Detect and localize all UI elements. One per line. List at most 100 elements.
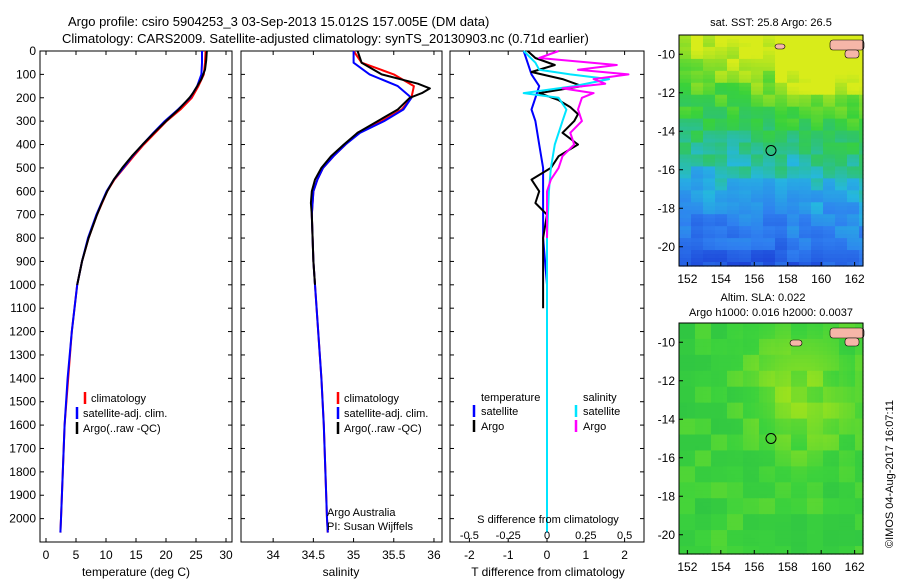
heatmap-cell — [767, 426, 772, 432]
heatmap-cell — [819, 130, 824, 136]
heatmap-cell — [855, 106, 860, 112]
heatmap-cell — [747, 162, 752, 168]
heatmap-cell — [843, 438, 848, 444]
heatmap-cell — [767, 362, 772, 368]
heatmap-cell — [759, 326, 764, 332]
heatmap-cell — [743, 246, 748, 251]
heatmap-cell — [787, 470, 792, 475]
heatmap-cell — [695, 494, 700, 499]
heatmap-cell — [787, 338, 792, 344]
heatmap-cell — [715, 342, 720, 348]
depth-tick-label: 400 — [16, 138, 36, 152]
heatmap-cell — [819, 106, 824, 112]
heatmap-cell — [683, 450, 688, 456]
heatmap-cell — [779, 354, 784, 360]
heatmap-cell — [707, 106, 712, 112]
heatmap-cell — [711, 362, 716, 368]
heatmap-cell — [711, 490, 716, 495]
heatmap-cell — [755, 142, 760, 148]
heatmap-cell — [679, 122, 684, 128]
heatmap-cell — [787, 362, 792, 368]
heatmap-cell — [859, 446, 864, 452]
heatmap-cell — [703, 78, 708, 84]
heatmap-cell — [831, 466, 836, 471]
heatmap-cell — [683, 94, 688, 100]
heatmap-cell — [719, 430, 724, 436]
heatmap-cell — [707, 86, 712, 92]
heatmap-cell — [767, 186, 772, 191]
heatmap-cell — [743, 118, 748, 124]
heatmap-cell — [791, 418, 796, 424]
heatmap-cell — [859, 106, 864, 112]
heatmap-cell — [811, 94, 816, 100]
heatmap-cell — [703, 410, 708, 416]
heatmap-cell — [807, 54, 812, 60]
heatmap-cell — [759, 494, 764, 499]
heatmap-cell — [683, 206, 688, 211]
heatmap-cell — [775, 218, 780, 223]
heatmap-cell — [839, 110, 844, 116]
heatmap-cell — [815, 262, 820, 267]
heatmap-cell — [699, 434, 704, 440]
heatmap-cell — [771, 222, 776, 227]
heatmap-cell — [731, 86, 736, 92]
heatmap-cell — [755, 186, 760, 191]
heatmap-cell — [851, 454, 856, 460]
heatmap-cell — [807, 114, 812, 120]
heatmap-cell — [823, 62, 828, 68]
heatmap-cell — [775, 82, 780, 88]
xtick-label: 5 — [73, 548, 80, 562]
heatmap-cell — [767, 190, 772, 195]
heatmap-cell — [699, 398, 704, 404]
heatmap-cell — [795, 210, 800, 215]
heatmap-cell — [767, 466, 772, 471]
heatmap-cell — [855, 358, 860, 364]
heatmap-cell — [679, 414, 684, 420]
heatmap-cell — [687, 122, 692, 128]
heatmap-cell — [835, 458, 840, 463]
heatmap-cell — [827, 262, 832, 267]
heatmap-cell — [707, 90, 712, 96]
heatmap-cell — [787, 94, 792, 100]
heatmap-cell — [795, 426, 800, 432]
heatmap-cell — [687, 82, 692, 88]
heatmap-cell — [759, 94, 764, 100]
heatmap-cell — [843, 194, 848, 199]
heatmap-cell — [827, 246, 832, 251]
heatmap-cell — [799, 382, 804, 388]
heatmap-cell — [767, 182, 772, 187]
heatmap-cell — [827, 170, 832, 175]
heatmap-cell — [791, 62, 796, 68]
heatmap-cell — [831, 218, 836, 223]
heatmap-cell — [799, 494, 804, 499]
heatmap-cell — [815, 206, 820, 211]
heatmap-cell — [731, 94, 736, 100]
heatmap-cell — [827, 434, 832, 440]
map-xtick-label: 160 — [811, 272, 831, 286]
heatmap-cell — [711, 378, 716, 384]
heatmap-cell — [767, 354, 772, 360]
heatmap-cell — [783, 230, 788, 235]
heatmap-cell — [759, 98, 764, 104]
heatmap-cell — [815, 70, 820, 76]
heatmap-cell — [763, 98, 768, 104]
heatmap-cell — [683, 382, 688, 388]
heatmap-cell — [699, 210, 704, 215]
heatmap-cell — [679, 434, 684, 440]
heatmap-cell — [743, 422, 748, 428]
heatmap-cell — [687, 382, 692, 388]
heatmap-cell — [735, 238, 740, 243]
heatmap-cell — [751, 458, 756, 463]
heatmap-cell — [839, 402, 844, 408]
heatmap-cell — [851, 442, 856, 448]
heatmap-cell — [711, 382, 716, 388]
heatmap-cell — [775, 438, 780, 444]
heatmap-cell — [747, 442, 752, 448]
heatmap-cell — [827, 242, 832, 247]
heatmap-cell — [771, 218, 776, 223]
heatmap-cell — [803, 122, 808, 128]
heatmap-cell — [859, 358, 864, 364]
heatmap-cell — [719, 146, 724, 152]
heatmap-cell — [791, 94, 796, 100]
heatmap-cell — [679, 490, 684, 495]
